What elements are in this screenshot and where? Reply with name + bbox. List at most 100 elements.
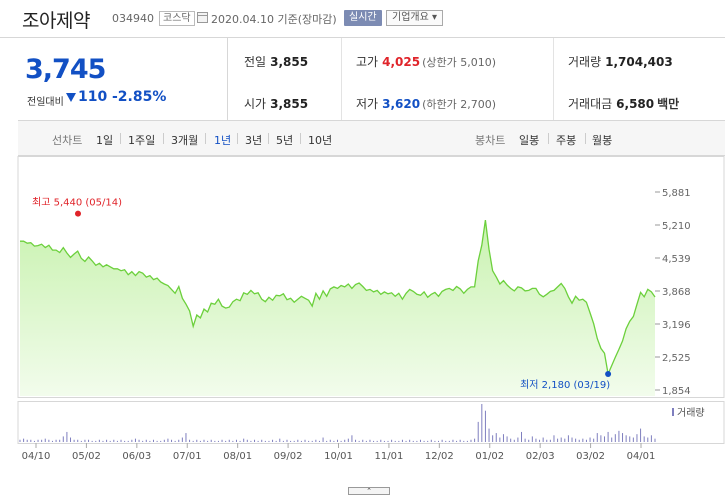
period-1y[interactable]: 1년: [214, 134, 232, 147]
period-3m[interactable]: 3개월: [171, 134, 199, 147]
line-chart-label: 선차트: [52, 134, 83, 147]
stat-high-label: 고가: [356, 55, 379, 69]
candle-chart-label: 봉차트: [475, 134, 506, 147]
volume-bar: [582, 438, 584, 442]
volume-bar: [499, 437, 501, 442]
divider: [341, 38, 342, 120]
period-10y[interactable]: 10년: [308, 134, 333, 147]
x-tick-label: 10/01: [324, 451, 353, 462]
x-tick-label: 06/03: [122, 451, 151, 462]
x-tick-label: 08/01: [223, 451, 252, 462]
stat-open-value: 3,855: [270, 97, 309, 111]
company-info-button[interactable]: 기업개요 ▾: [386, 10, 443, 26]
volume-bar: [66, 431, 68, 442]
volume-bar: [427, 440, 429, 442]
volume-bar: [578, 439, 580, 442]
volume-bar: [120, 439, 122, 442]
chart-scroll-handle[interactable]: ⌃: [348, 487, 390, 495]
volume-bar: [124, 440, 126, 442]
volume-bar: [589, 437, 591, 442]
volume-bar: [524, 438, 526, 442]
divider: [205, 133, 206, 144]
stock-name[interactable]: 조아제약: [22, 10, 90, 32]
volume-bar: [261, 439, 263, 442]
volume-bar: [495, 433, 497, 442]
volume-bar: [539, 439, 541, 442]
price-plot-frame: [17, 156, 725, 398]
volume-bar: [434, 440, 436, 442]
volume-bar: [80, 440, 82, 442]
volume-bar: [647, 437, 649, 442]
volume-bar: [37, 439, 39, 442]
volume-bar: [308, 440, 310, 442]
stat-amount: 거래대금 6,580 백만: [568, 95, 679, 112]
volume-bar: [84, 439, 86, 442]
x-tick-label: 04/10: [22, 451, 51, 462]
x-tick-label: 04/01: [627, 451, 656, 462]
volume-bar: [113, 439, 115, 442]
volume-bar: [41, 439, 43, 442]
volume-bar: [286, 439, 288, 442]
volume-bar: [347, 438, 349, 442]
price-panel: 3,745 전일대비 110 -2.85%: [18, 38, 228, 120]
volume-bar: [560, 437, 562, 442]
volume-bar: [109, 440, 111, 442]
volume-bar: [412, 440, 414, 442]
price-area: [20, 220, 655, 396]
volume-bar: [199, 440, 201, 442]
volume-bar: [600, 435, 602, 442]
volume-bar: [456, 440, 458, 442]
volume-bar: [333, 440, 335, 442]
stat-open-label: 시가: [244, 97, 267, 111]
volume-bar: [517, 437, 519, 442]
volume-bar: [618, 430, 620, 442]
volume-bar: [282, 440, 284, 442]
volume-bar: [553, 435, 555, 442]
volume-bar: [654, 438, 656, 442]
volume-bar: [394, 440, 396, 442]
candle-weekly[interactable]: 주봉: [556, 134, 577, 147]
volume-bar: [116, 440, 118, 442]
volume-bar: [419, 439, 421, 442]
volume-bar: [160, 440, 162, 442]
change-value: 110: [78, 89, 108, 105]
volume-bar: [470, 439, 472, 442]
volume-bar: [459, 439, 461, 442]
realtime-button[interactable]: 실시간: [344, 10, 382, 26]
period-1w[interactable]: 1주일: [128, 134, 156, 147]
current-price: 3,745: [25, 54, 106, 85]
volume-bar: [88, 439, 90, 442]
period-5y[interactable]: 5년: [276, 134, 294, 147]
volume-bar: [59, 439, 61, 442]
volume-bar: [178, 439, 180, 442]
price-chart[interactable]: 5,881 5,210 4,539 3,868 3,196 2,525 1,854 최고 5,…: [0, 156, 725, 495]
high-annotation: 최고 5,440 (05/14): [32, 197, 122, 209]
volume-bar: [51, 440, 53, 442]
y-tick-label: 5,210: [662, 221, 691, 232]
volume-bar: [225, 440, 227, 442]
volume-bar: [279, 438, 281, 442]
volume-bar: [391, 439, 393, 442]
volume-bar: [535, 438, 537, 442]
volume-bar: [513, 439, 515, 442]
volume-bar: [531, 436, 533, 442]
volume-bar: [337, 439, 338, 442]
stat-high-value: 4,025: [382, 55, 421, 69]
volume-bar: [380, 439, 382, 442]
volume-bar: [441, 439, 443, 442]
period-3y[interactable]: 3년: [245, 134, 263, 147]
volume-bar: [275, 440, 277, 442]
volume-bar: [257, 440, 259, 442]
volume-bar: [593, 438, 595, 442]
volume-bar: [185, 433, 187, 442]
stat-lower-limit: (하한가 2,700): [422, 98, 496, 111]
volume-bar: [650, 435, 652, 442]
candle-monthly[interactable]: 월봉: [592, 134, 613, 147]
volume-bar: [235, 439, 237, 442]
stat-prev-value: 3,855: [270, 55, 309, 69]
volume-bar: [214, 440, 216, 442]
candle-daily[interactable]: 일봉: [519, 134, 540, 147]
period-1d[interactable]: 1일: [96, 134, 114, 147]
stock-code: 034940: [112, 12, 154, 25]
volume-legend-swatch: [672, 408, 674, 416]
